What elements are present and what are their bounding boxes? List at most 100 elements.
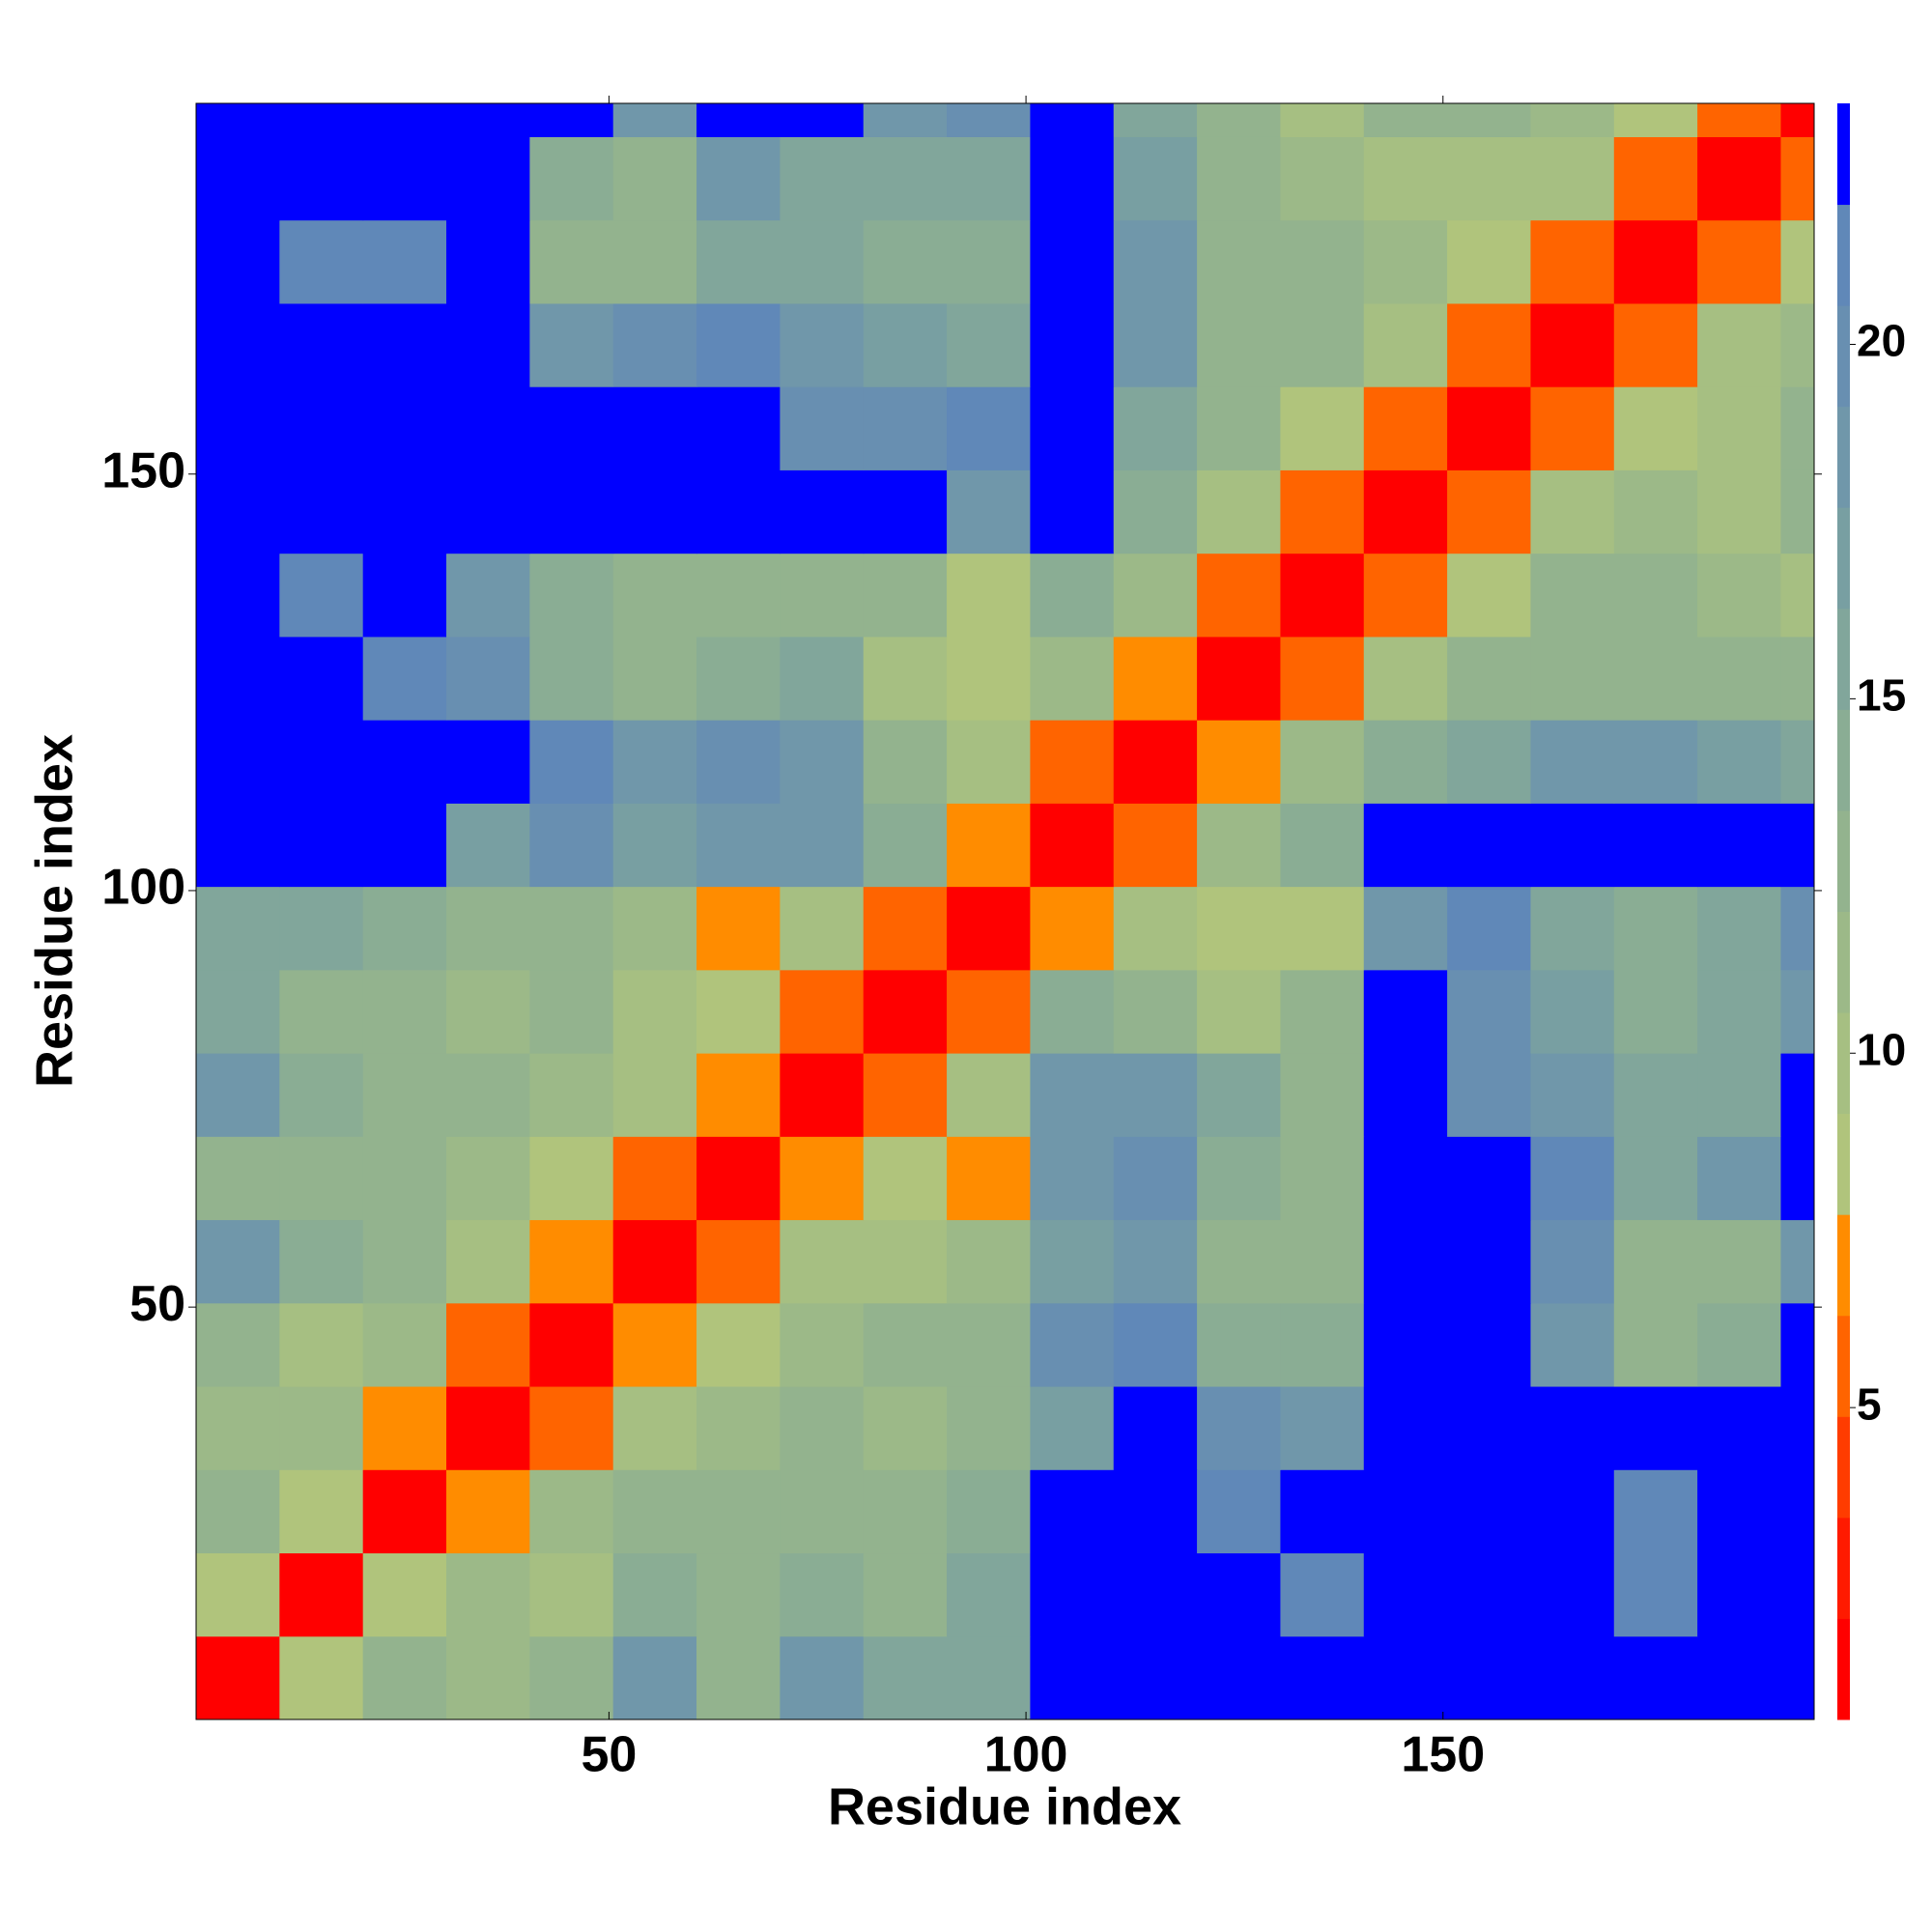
heat-cell [1113,1552,1198,1637]
heat-cell [279,969,364,1054]
heat-cell [612,720,697,804]
heat-cell [1197,302,1281,387]
heat-cell [947,1552,1031,1637]
heat-cell [1613,219,1698,304]
heat-cell [612,969,697,1054]
heat-cell [1280,1386,1365,1470]
heat-cell [446,969,530,1054]
heat-cell [1030,1552,1115,1637]
heat-cell [1780,136,1815,221]
heat-cell [279,803,364,888]
heat-cell [1697,636,1781,721]
x-axis-label: Residue index [828,1777,1181,1835]
colorbar-segment [1837,1012,1850,1115]
heat-cell [612,803,697,888]
heat-cell [947,1302,1031,1387]
heat-cell [1363,1552,1448,1637]
heat-cell [279,553,364,638]
heat-cell [1030,803,1115,888]
heat-cell [279,1386,364,1470]
heat-cell [1530,803,1615,888]
heat-cell [1113,1386,1198,1470]
heat-cell [1530,1219,1615,1304]
heat-cell [1780,969,1815,1054]
heat-cell [1530,1469,1615,1554]
heat-cell [1197,469,1281,554]
heat-cell [780,886,865,971]
heat-cell [1197,1552,1281,1637]
heat-cell [1030,219,1115,304]
heat-cell [947,803,1031,888]
heat-cell [612,636,697,721]
heat-cell [863,553,948,638]
heat-cell [446,1552,530,1637]
heat-cell [696,386,781,470]
heat-cell [780,1136,865,1221]
colorbar-segment [1837,810,1850,912]
heat-cell [529,1053,614,1137]
heat-cell [446,302,530,387]
heat-cell [1280,136,1365,221]
heat-cell [529,386,614,470]
heat-cell [863,1219,948,1304]
heat-cell [612,1552,697,1637]
colorbar-segment [1837,911,1850,1013]
heat-cell [196,720,280,804]
heat-cell [196,1302,280,1387]
colorbar-segment [1837,1315,1850,1417]
heat-cell [612,103,697,137]
heat-cell [279,1053,364,1137]
heat-cell [1530,720,1615,804]
heat-cell [196,886,280,971]
heat-cell [196,969,280,1054]
heat-cell [1113,720,1198,804]
heat-cell [1613,1219,1698,1304]
heat-cell [1613,803,1698,888]
heat-cell [1113,1136,1198,1221]
heat-cell [1613,1469,1698,1554]
heat-cell [1197,1469,1281,1554]
heat-cell [196,1219,280,1304]
colorbar-segment [1837,1113,1850,1215]
x-tick-label: 50 [581,1727,637,1783]
heat-cell [1447,1386,1531,1470]
heat-cell [947,103,1031,137]
heat-cell [1113,103,1198,137]
heat-cell [612,1219,697,1304]
heat-cell [863,1635,948,1720]
heat-cell [362,103,447,137]
heat-cell [1530,386,1615,470]
heat-cell [446,219,530,304]
heat-cell [1780,103,1815,137]
heat-cell [1447,469,1531,554]
heat-cell [780,553,865,638]
heat-cell [1363,1635,1448,1720]
heat-cell [279,720,364,804]
heat-cell [863,136,948,221]
heat-cell [446,1136,530,1221]
heat-cell [1197,969,1281,1054]
heat-cell [1697,1635,1781,1720]
colorbar-tick-label: 5 [1857,1378,1882,1429]
heat-cell [1113,1469,1198,1554]
heat-cell [863,886,948,971]
heat-cell [1030,886,1115,971]
heat-cell [1530,886,1615,971]
heat-cell [196,803,280,888]
heat-cell [612,1136,697,1221]
heat-cell [1613,386,1698,470]
heat-cell [1197,803,1281,888]
heat-cell [196,1136,280,1221]
heat-cell [279,302,364,387]
heat-cell [1363,553,1448,638]
heat-cell [1697,1552,1781,1637]
heat-cell [1447,1635,1531,1720]
heat-cell [1447,302,1531,387]
heat-cell [1613,1302,1698,1387]
heat-cell [780,219,865,304]
heat-cell [863,1552,948,1637]
heat-cell [1530,636,1615,721]
heat-cell [529,1386,614,1470]
heat-cell [947,219,1031,304]
